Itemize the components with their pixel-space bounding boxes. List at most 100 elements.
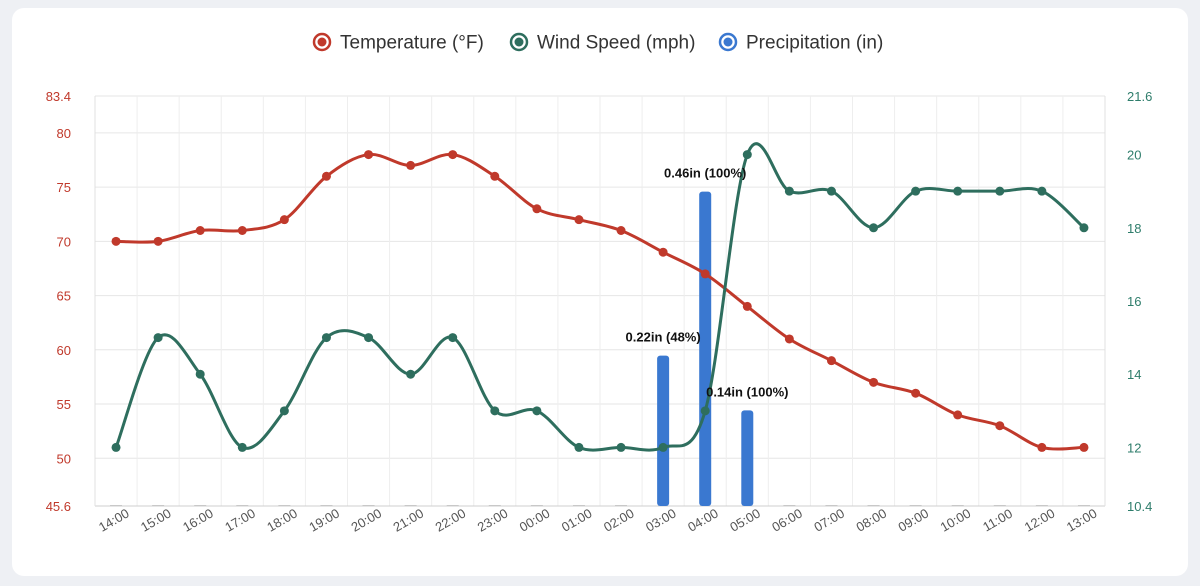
precipitation-bar <box>867 505 880 506</box>
wind-speed-point <box>195 369 205 379</box>
temperature-point <box>153 236 163 246</box>
precipitation-bar <box>615 505 628 506</box>
x-tick-label: 19:00 <box>306 505 342 534</box>
temperature-point <box>448 150 458 160</box>
temperature-point <box>237 225 247 235</box>
wind-speed-point <box>911 186 921 196</box>
precipitation-data-label: 0.46in (100%) <box>664 166 746 181</box>
temperature-point <box>700 269 710 279</box>
wind-speed-point <box>406 369 416 379</box>
precipitation-bar <box>152 505 165 506</box>
x-tick-label: 17:00 <box>222 505 258 534</box>
precipitation-bar <box>236 505 249 506</box>
precipitation-bar <box>657 355 670 506</box>
wind-speed-point <box>364 333 374 343</box>
temperature-point <box>995 421 1005 431</box>
precipitation-bar <box>404 505 417 506</box>
x-tick-label: 13:00 <box>1064 505 1100 534</box>
precipitation-bar <box>446 505 459 506</box>
y-left-tick-label: 65 <box>57 289 71 304</box>
wind-speed-line <box>114 142 1085 452</box>
temperature-point <box>321 171 331 181</box>
x-tick-label: 12:00 <box>1022 505 1058 534</box>
legend-item: Temperature (°F) <box>312 33 484 54</box>
precipitation-bar <box>825 505 838 506</box>
precipitation-data-label: 0.14in (100%) <box>706 384 788 399</box>
legend-item: Precipitation (in) <box>718 33 883 54</box>
wind-speed-point <box>574 442 584 452</box>
wind-speed-point <box>111 442 121 452</box>
temperature-point <box>869 377 879 387</box>
temperature-point <box>111 236 121 246</box>
temperature-point <box>1037 442 1047 452</box>
precipitation-bar <box>783 505 796 506</box>
wind-speed-point <box>784 186 794 196</box>
legend-marker-dot <box>514 37 524 47</box>
y-right-tick-label: 20 <box>1127 148 1141 163</box>
temperature-point <box>364 150 374 160</box>
wind-speed-point <box>279 406 289 416</box>
y-right-tick-label: 16 <box>1127 294 1141 309</box>
x-tick-label: 07:00 <box>811 505 847 534</box>
y-left-tick-label: 50 <box>57 451 71 466</box>
precipitation-bar <box>278 505 291 506</box>
x-tick-label: 23:00 <box>475 505 511 534</box>
y-right-tick-label: 18 <box>1127 221 1141 236</box>
x-tick-label: 04:00 <box>685 505 721 534</box>
precipitation-bar <box>909 505 922 506</box>
precipitation-bar <box>110 505 123 506</box>
legend-item: Wind Speed (mph) <box>509 33 695 54</box>
wind-speed-point <box>616 442 626 452</box>
y-left-tick-label: 45.6 <box>46 499 71 514</box>
temperature-point <box>616 225 626 235</box>
y-left-tick-label: 55 <box>57 397 71 412</box>
temperature-point <box>406 160 416 170</box>
x-tick-label: 22:00 <box>433 505 469 534</box>
wind-speed-point <box>700 406 710 416</box>
precipitation-bar <box>1035 505 1048 506</box>
temperature-point <box>279 215 289 225</box>
wind-speed-point <box>953 186 963 196</box>
x-tick-label: 01:00 <box>559 505 595 534</box>
temperature-point <box>953 410 963 420</box>
precipitation-bar <box>194 505 207 506</box>
temperature-point <box>911 388 921 398</box>
temperature-point <box>574 215 584 225</box>
wind-speed-point <box>658 442 668 452</box>
temperature-point <box>784 334 794 344</box>
precipitation-bar <box>362 505 375 506</box>
y-left-tick-label: 70 <box>57 234 71 249</box>
temperature-point <box>742 301 752 311</box>
temperature-point <box>532 204 542 214</box>
precipitation-bar <box>320 505 333 506</box>
precipitation-bar <box>1077 505 1090 506</box>
y-right-tick-label: 12 <box>1127 440 1141 455</box>
wind-speed-point <box>153 333 163 343</box>
x-tick-label: 18:00 <box>264 505 300 534</box>
wind-speed-point <box>237 442 247 452</box>
y-left-tick-label: 83.4 <box>46 89 71 104</box>
legend: Temperature (°F) Wind Speed (mph) Precipit… <box>312 33 883 54</box>
x-tick-label: 21:00 <box>391 505 427 534</box>
precipitation-bar <box>488 505 501 506</box>
temperature-point <box>658 247 668 257</box>
legend-marker-dot <box>317 37 327 47</box>
x-tick-label: 15:00 <box>138 505 174 534</box>
wind-speed-point <box>1079 223 1089 233</box>
precipitation-bar <box>530 505 543 506</box>
x-tick-label: 05:00 <box>727 505 763 534</box>
precipitation-bar <box>572 505 585 506</box>
legend-label: Precipitation (in) <box>746 33 883 54</box>
x-tick-label: 09:00 <box>896 505 932 534</box>
temperature-point <box>1079 442 1089 452</box>
x-tick-label: 20:00 <box>348 505 384 534</box>
x-tick-label: 06:00 <box>769 505 805 534</box>
x-tick-label: 00:00 <box>517 505 553 534</box>
x-tick-label: 02:00 <box>601 505 637 534</box>
y-left-tick-label: 80 <box>57 126 71 141</box>
wind-speed-point <box>532 406 542 416</box>
wind-speed-point <box>1037 186 1047 196</box>
wind-speed-point <box>995 186 1005 196</box>
wind-speed-point <box>869 223 879 233</box>
